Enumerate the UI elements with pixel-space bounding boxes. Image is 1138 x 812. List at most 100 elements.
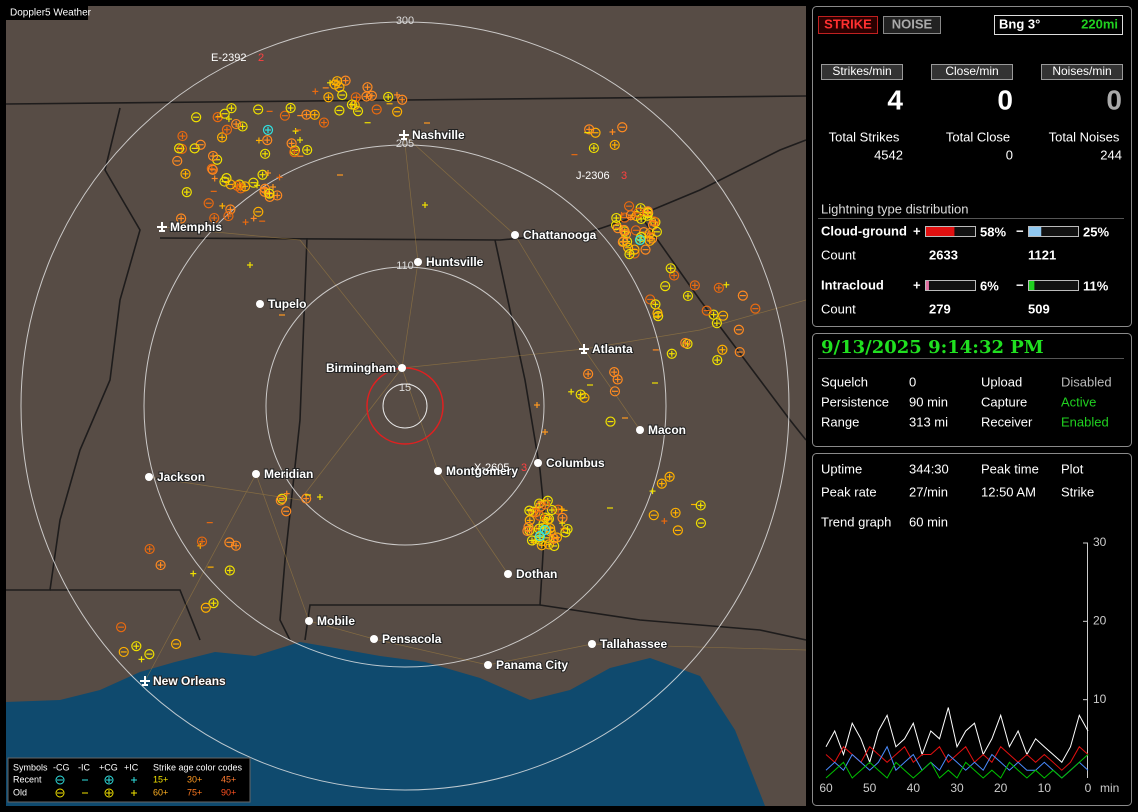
strike-symbol <box>172 155 183 167</box>
symbol-ring <box>672 525 683 536</box>
symbol-ring <box>224 537 235 548</box>
strike-symbol <box>155 559 166 571</box>
strike-symbol <box>624 249 635 260</box>
legend-header: Symbols <box>13 762 48 772</box>
strike-symbol <box>255 137 262 144</box>
symbol-ring <box>383 91 394 103</box>
x-tick-label: 40 <box>907 781 921 795</box>
strike-symbol <box>560 527 571 538</box>
strike-symbol <box>221 124 233 135</box>
strike-symbol <box>253 206 264 217</box>
symbol-ring <box>195 139 206 150</box>
symbol-ring <box>611 212 622 224</box>
strike-symbol <box>301 493 312 504</box>
strike-symbol <box>534 530 546 542</box>
strike-symbol <box>559 520 566 527</box>
city-label: Jackson <box>157 470 205 484</box>
symbol-ring <box>670 507 681 518</box>
strike-symbol <box>383 91 394 103</box>
distribution-sign: + <box>913 277 921 292</box>
cities: Nashville Memphis Chattanooga Huntsville Tup… <box>140 52 687 689</box>
strike-symbol <box>312 88 319 95</box>
strike-symbol <box>661 518 668 525</box>
symbol-ring <box>634 234 646 246</box>
symbol-ring <box>718 310 729 321</box>
strike-symbol <box>283 490 290 497</box>
strike-symbol <box>609 139 620 151</box>
strike-button[interactable] <box>818 16 878 34</box>
setting-cell: Disabled <box>1061 374 1112 389</box>
distribution-bar <box>1029 227 1042 236</box>
strike-symbol <box>289 146 300 158</box>
symbol-ring <box>177 130 188 142</box>
range-ring-label: 15 <box>399 382 411 394</box>
symbol-ring <box>275 495 286 506</box>
strike-symbol <box>648 510 659 521</box>
symbol-ring <box>352 106 364 117</box>
symbol-ring <box>629 248 640 259</box>
strike-symbol <box>206 163 217 174</box>
rate-label: Noises/min <box>1052 64 1111 78</box>
symbol-ring <box>181 187 192 198</box>
symbol-ring <box>203 198 214 209</box>
strike-symbol <box>239 181 251 192</box>
strike-symbol <box>733 324 744 335</box>
count-label: Count <box>821 301 856 316</box>
trend-line <box>825 745 1089 771</box>
rate-label-box <box>1041 64 1123 80</box>
symbol-ring <box>584 124 595 135</box>
symbol-ring <box>737 290 748 301</box>
symbol-ring <box>542 514 553 525</box>
symbol-ring <box>542 532 553 543</box>
strike-symbol <box>224 565 235 576</box>
setting-cell: Persistence <box>821 394 889 409</box>
strike-symbol <box>546 504 558 516</box>
symbol-ring <box>371 104 382 115</box>
strike-symbol <box>575 389 586 400</box>
rate-label-box <box>931 64 1013 80</box>
symbol-ring <box>232 180 243 191</box>
symbol-ring <box>642 206 654 217</box>
strike-symbol <box>131 641 142 652</box>
symbol-ring <box>711 318 722 329</box>
legend-age: 30+ <box>187 774 202 784</box>
city-label: Nashville <box>412 128 465 142</box>
symbol-ring <box>281 506 292 517</box>
strike-symbol <box>265 170 271 176</box>
distribution-percent: 6% <box>980 278 999 293</box>
strike-symbol <box>318 117 330 128</box>
legend-header: -IC <box>78 762 90 772</box>
x-unit: min <box>1100 781 1119 795</box>
strike-symbol <box>534 402 540 408</box>
symbol-ring <box>174 143 185 154</box>
strike-symbol <box>737 290 748 301</box>
symbol-ring <box>588 142 599 154</box>
range-ring <box>265 266 545 546</box>
symbol-ring <box>534 530 546 542</box>
symbol-ring <box>548 533 559 544</box>
count-value: 279 <box>929 301 951 316</box>
symbol-ring <box>231 118 242 130</box>
trend-window: 60 min <box>909 514 948 529</box>
stat-cell: 344:30 <box>909 461 949 476</box>
strike-symbol <box>689 280 700 291</box>
legend-header: Strike age color codes <box>153 762 243 772</box>
strike-symbol <box>588 142 599 154</box>
distribution-bar <box>1029 281 1035 290</box>
symbol-ring <box>665 263 676 274</box>
x-tick-label: 30 <box>950 781 964 795</box>
legend-box <box>7 757 251 803</box>
strike-symbol <box>584 124 595 135</box>
symbol-ring <box>189 143 200 154</box>
strike-symbol <box>656 478 667 489</box>
noise-button[interactable] <box>883 16 941 34</box>
map-view: 300 205 110 15 Nashville Memphis Chattanooga H… <box>6 6 806 806</box>
strike-symbol <box>257 169 268 180</box>
symbol-ring <box>237 121 248 132</box>
symbol-ring <box>318 117 330 128</box>
symbol-ring <box>534 534 545 545</box>
strike-symbol <box>723 281 730 288</box>
symbol-ring <box>276 493 288 504</box>
legend-age: 75+ <box>187 787 202 797</box>
